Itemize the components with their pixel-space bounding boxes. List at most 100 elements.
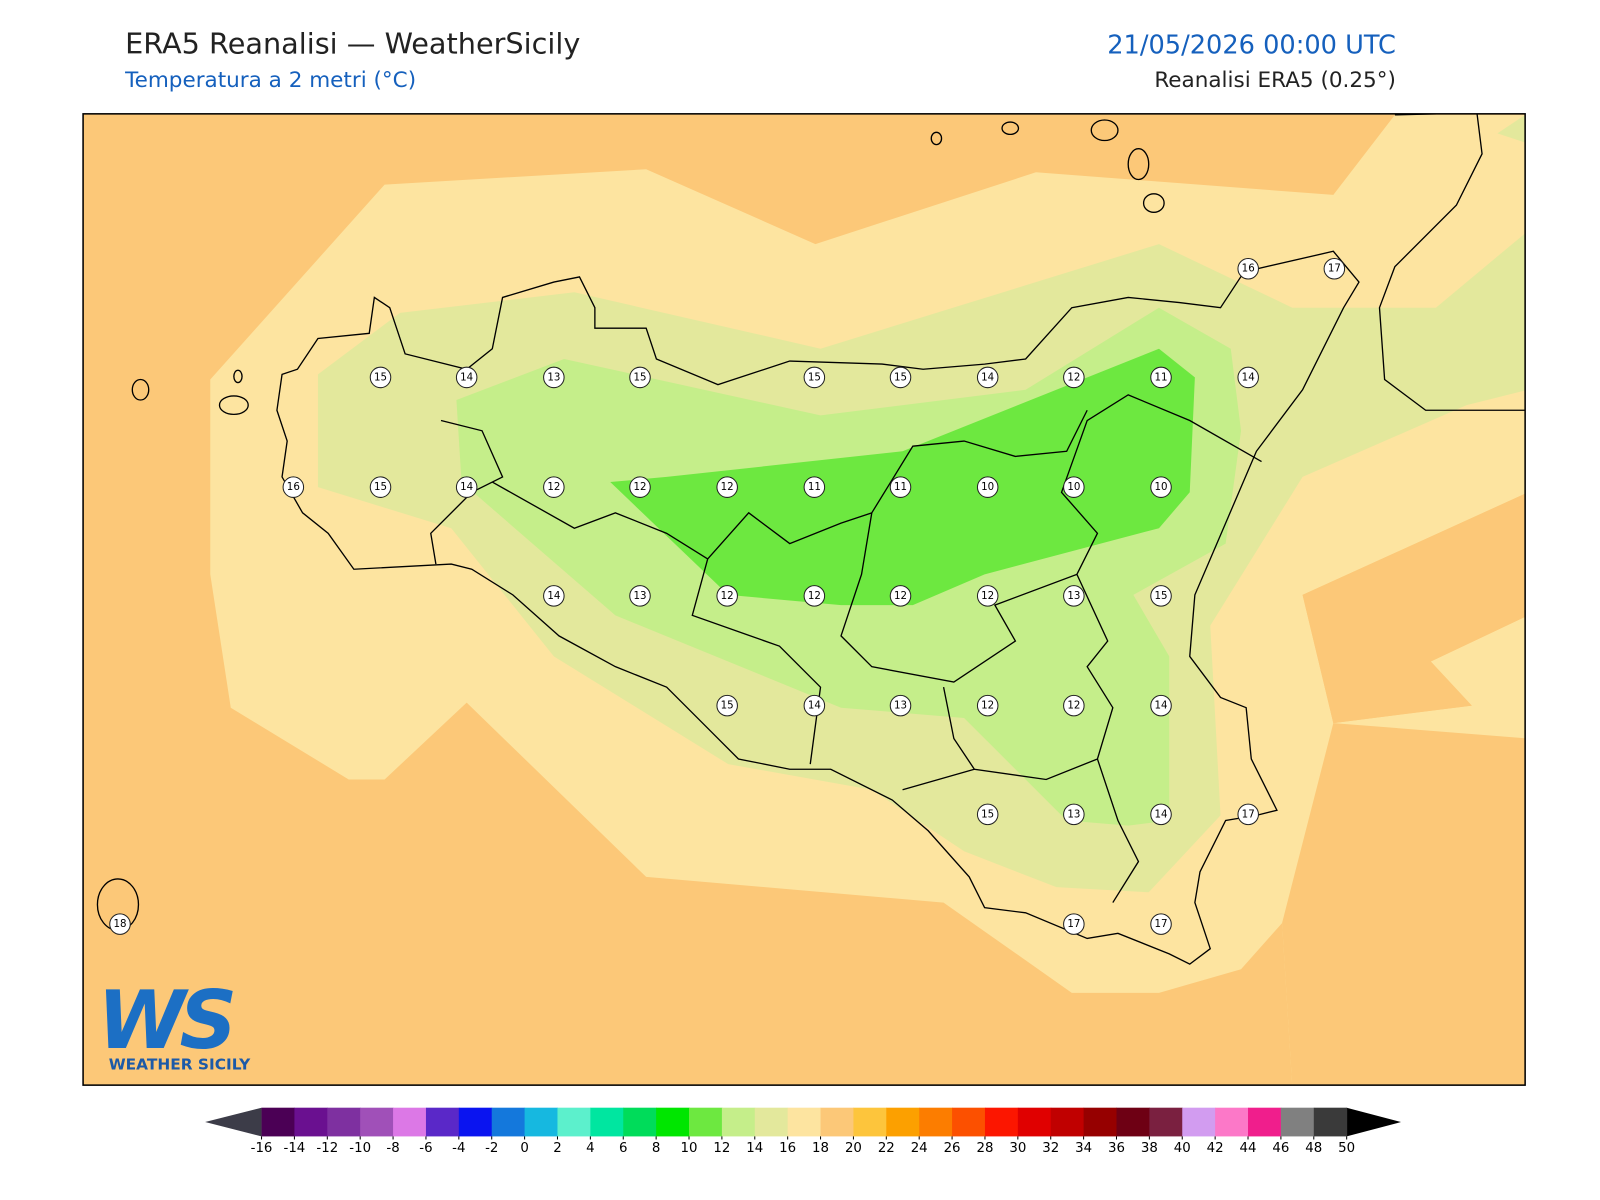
station-marker xyxy=(976,366,999,389)
station-value: 14 xyxy=(808,700,821,712)
colorbar-swatch xyxy=(557,1107,591,1137)
station-value: 15 xyxy=(981,808,994,820)
colorbar-swatch xyxy=(754,1107,789,1137)
station-value: 12 xyxy=(808,590,821,602)
station-value: 14 xyxy=(1242,371,1255,383)
station-value: 13 xyxy=(1067,590,1080,602)
station-value: 12 xyxy=(1067,700,1080,712)
colorbar-tick-label: 34 xyxy=(1075,1141,1092,1156)
station-value: 16 xyxy=(1242,263,1255,275)
colorbar-tick-label: 42 xyxy=(1207,1141,1224,1156)
station-value: 14 xyxy=(460,371,473,383)
band-18-20 xyxy=(1282,493,1526,1086)
station-marker xyxy=(803,694,826,717)
colorbar-tick-label: 30 xyxy=(1009,1141,1026,1156)
colorbar-tick-label: 2 xyxy=(553,1141,561,1156)
station-value: 11 xyxy=(1155,371,1168,383)
station-value: 15 xyxy=(633,371,646,383)
station-marker xyxy=(1323,257,1346,280)
station-marker xyxy=(803,585,826,607)
colorbar-tick-label: -2 xyxy=(485,1141,498,1156)
subtitle: Temperatura a 2 metri (°C) xyxy=(124,68,416,93)
station-value: 15 xyxy=(374,481,387,493)
station-marker xyxy=(889,694,912,717)
station-value: 16 xyxy=(287,481,300,493)
colorbar-swatch xyxy=(524,1107,558,1137)
station-marker xyxy=(1150,803,1172,826)
colorbar-swatch xyxy=(689,1107,723,1137)
station-value: 14 xyxy=(547,590,560,602)
station-value: 12 xyxy=(981,700,994,712)
colorbar: -16 -14 -12 -10 -8 -6 -4 -2 0 2 4 6 8 10 12 14 16 18 20 22 2… xyxy=(205,1107,1402,1156)
colorbar-swatch xyxy=(327,1107,361,1137)
station-value: 12 xyxy=(633,481,646,493)
colorbar-tick-label: 48 xyxy=(1305,1141,1322,1156)
station-value: 17 xyxy=(1242,808,1255,820)
colorbar-swatch xyxy=(491,1107,526,1137)
station-marker xyxy=(976,694,999,717)
station-marker xyxy=(716,585,738,607)
station-value: 15 xyxy=(721,700,734,712)
station-value: 14 xyxy=(1155,700,1168,712)
station-marker xyxy=(455,476,478,498)
colorbar-tick-label: 38 xyxy=(1141,1141,1158,1156)
colorbar-tick-label: 20 xyxy=(845,1141,862,1156)
station-value: 17 xyxy=(1155,918,1168,930)
colorbar-tick-label: 18 xyxy=(812,1141,829,1156)
colorbar-swatch xyxy=(656,1107,690,1137)
station-marker xyxy=(1150,476,1172,498)
colorbar-under xyxy=(205,1107,262,1137)
colorbar-swatch xyxy=(590,1107,624,1137)
station-value: 14 xyxy=(1155,808,1168,820)
colorbar-tick-label: -14 xyxy=(284,1141,306,1156)
colorbar-swatch xyxy=(1280,1107,1315,1137)
colorbar-swatch xyxy=(1182,1107,1216,1137)
colorbar-tick-label: -4 xyxy=(452,1141,465,1156)
colorbar-tick-label: -16 xyxy=(251,1141,273,1156)
station-value: 10 xyxy=(1155,481,1168,493)
station-value: 12 xyxy=(721,590,734,602)
colorbar-swatch xyxy=(919,1107,953,1137)
colorbar-swatch xyxy=(853,1107,887,1137)
station-marker xyxy=(543,585,565,607)
station-value: 12 xyxy=(547,481,560,493)
colorbar-swatch xyxy=(1149,1107,1183,1137)
colorbar-tick-label: 28 xyxy=(976,1141,993,1156)
colorbar-swatch xyxy=(1017,1107,1052,1137)
station-value: 15 xyxy=(374,371,387,383)
colorbar-tick-label: -6 xyxy=(419,1141,432,1156)
station-marker xyxy=(889,585,912,607)
station-value: 15 xyxy=(1155,590,1168,602)
station-marker xyxy=(629,476,651,498)
station-marker xyxy=(369,366,392,389)
colorbar-swatch xyxy=(1050,1107,1085,1137)
colorbar-tick-label: 26 xyxy=(944,1141,961,1156)
colorbar-swatch xyxy=(1116,1107,1150,1137)
colorbar-swatch xyxy=(721,1107,756,1137)
station-value: 10 xyxy=(1067,481,1080,493)
colorbar-swatch xyxy=(360,1107,394,1137)
colorbar-swatch xyxy=(886,1107,920,1137)
colorbar-tick-label: 22 xyxy=(878,1141,895,1156)
station-marker xyxy=(1063,803,1085,826)
station-value: 13 xyxy=(547,371,560,383)
station-value: 15 xyxy=(894,371,907,383)
station-value: 11 xyxy=(808,481,821,493)
colorbar-tick-label: 14 xyxy=(746,1141,763,1156)
station-value: 14 xyxy=(460,481,473,493)
station-marker xyxy=(976,476,999,498)
colorbar-swatch xyxy=(1313,1107,1348,1137)
station-marker xyxy=(889,366,912,389)
colorbar-tick-label: 0 xyxy=(520,1141,528,1156)
station-marker xyxy=(629,585,651,607)
colorbar-tick-label: 6 xyxy=(619,1141,627,1156)
station-value: 13 xyxy=(633,590,646,602)
colorbar-swatch xyxy=(294,1107,328,1137)
station-value: 12 xyxy=(721,481,734,493)
station-marker xyxy=(369,476,392,498)
station-value: 12 xyxy=(1067,371,1080,383)
station-value: 10 xyxy=(981,481,994,493)
